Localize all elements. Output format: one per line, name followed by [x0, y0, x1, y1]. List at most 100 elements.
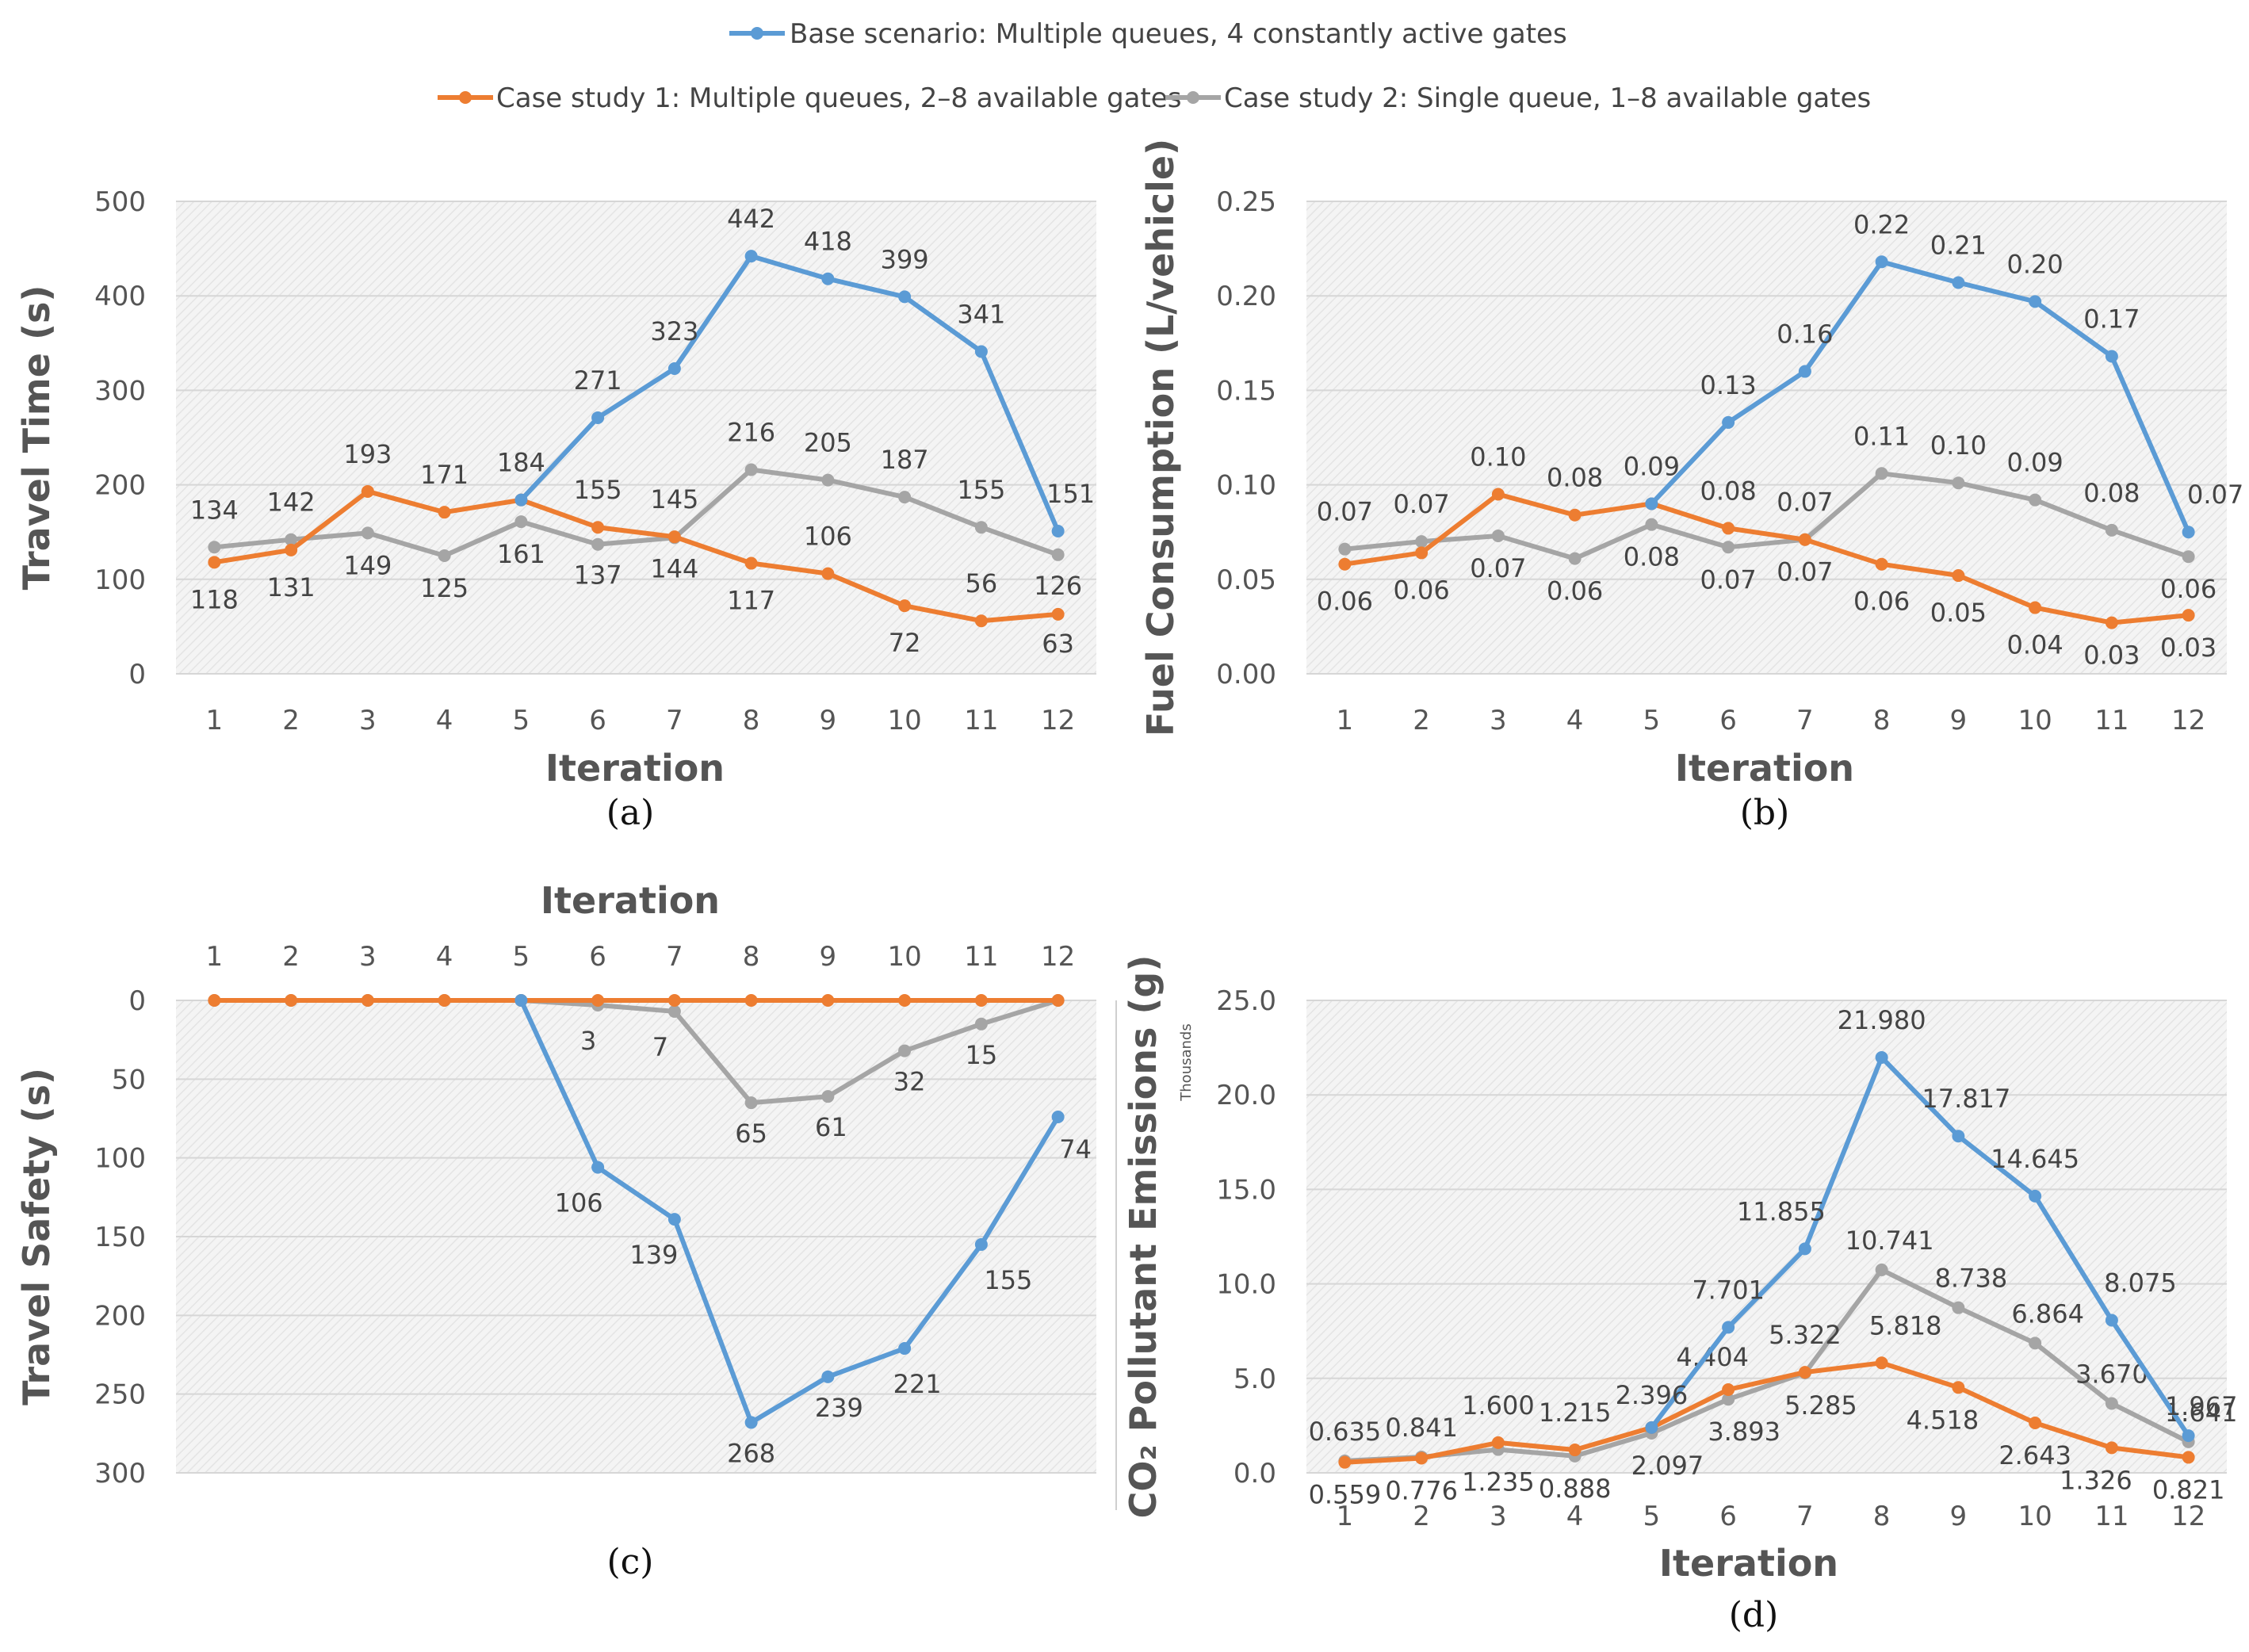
- data-point[interactable]: [974, 1017, 988, 1031]
- data-point[interactable]: [1051, 525, 1065, 538]
- data-point[interactable]: [667, 530, 681, 544]
- data-point[interactable]: [2029, 1337, 2042, 1350]
- data-point[interactable]: [2105, 616, 2118, 629]
- data-point[interactable]: [1952, 476, 1965, 490]
- data-point[interactable]: [285, 543, 298, 556]
- data-point[interactable]: [744, 994, 758, 1007]
- data-point[interactable]: [1645, 1421, 1658, 1434]
- legend-item-case1[interactable]: Case study 1: Multiple queues, 2–8 avail…: [438, 82, 1181, 114]
- data-point[interactable]: [821, 1090, 835, 1103]
- legend-item-base[interactable]: Base scenario: Multiple queues, 4 consta…: [729, 18, 1567, 50]
- data-point[interactable]: [1338, 1455, 1352, 1469]
- data-point[interactable]: [208, 994, 221, 1007]
- data-point[interactable]: [2029, 1416, 2042, 1429]
- data-point[interactable]: [438, 994, 451, 1007]
- data-point[interactable]: [974, 1237, 988, 1251]
- data-point[interactable]: [2029, 295, 2042, 308]
- data-point[interactable]: [1875, 255, 1888, 269]
- data-point[interactable]: [2105, 1314, 2118, 1327]
- data-point[interactable]: [438, 506, 451, 519]
- data-point[interactable]: [974, 345, 988, 358]
- data-point[interactable]: [1722, 1393, 1735, 1406]
- data-point[interactable]: [667, 994, 681, 1007]
- data-point[interactable]: [361, 526, 374, 540]
- data-point[interactable]: [1051, 1111, 1065, 1124]
- data-point[interactable]: [591, 411, 605, 424]
- data-point[interactable]: [1645, 497, 1658, 511]
- data-point[interactable]: [285, 994, 298, 1007]
- data-point[interactable]: [1952, 569, 1965, 583]
- data-point[interactable]: [1798, 1366, 1811, 1379]
- data-point[interactable]: [1722, 1383, 1735, 1397]
- data-point[interactable]: [667, 1213, 681, 1226]
- data-point[interactable]: [1875, 557, 1888, 571]
- data-point[interactable]: [591, 1161, 605, 1174]
- data-point[interactable]: [2029, 601, 2042, 614]
- data-point[interactable]: [2182, 526, 2195, 539]
- data-point[interactable]: [1568, 552, 1582, 565]
- data-point[interactable]: [1798, 533, 1811, 546]
- data-point[interactable]: [744, 1416, 758, 1429]
- data-point[interactable]: [591, 537, 605, 551]
- data-point[interactable]: [361, 484, 374, 498]
- data-point[interactable]: [1051, 994, 1065, 1007]
- data-point[interactable]: [2182, 1429, 2195, 1443]
- data-point[interactable]: [1952, 1381, 1965, 1394]
- data-point[interactable]: [1415, 1451, 1429, 1465]
- data-point[interactable]: [821, 272, 835, 285]
- data-point[interactable]: [744, 556, 758, 570]
- data-point[interactable]: [898, 1044, 912, 1057]
- data-point[interactable]: [2105, 523, 2118, 537]
- data-point[interactable]: [2182, 609, 2195, 622]
- data-point[interactable]: [667, 361, 681, 375]
- data-point[interactable]: [1798, 365, 1811, 378]
- data-point[interactable]: [1338, 557, 1352, 571]
- data-point[interactable]: [821, 994, 835, 1007]
- data-point[interactable]: [1338, 542, 1352, 556]
- data-point[interactable]: [1645, 518, 1658, 531]
- data-point[interactable]: [1491, 488, 1505, 501]
- data-point[interactable]: [1875, 1356, 1888, 1370]
- data-point[interactable]: [667, 1004, 681, 1018]
- data-point[interactable]: [591, 521, 605, 534]
- data-point[interactable]: [1875, 467, 1888, 480]
- data-point[interactable]: [438, 549, 451, 562]
- data-point[interactable]: [744, 250, 758, 263]
- data-point[interactable]: [898, 290, 912, 304]
- data-point[interactable]: [898, 1342, 912, 1356]
- data-point[interactable]: [1415, 546, 1429, 560]
- data-point[interactable]: [1875, 1263, 1888, 1276]
- data-point[interactable]: [2105, 350, 2118, 363]
- data-point[interactable]: [1952, 1301, 1965, 1314]
- data-point[interactable]: [1491, 1436, 1505, 1449]
- data-point[interactable]: [1722, 1321, 1735, 1334]
- data-point[interactable]: [1415, 535, 1429, 549]
- data-point[interactable]: [1952, 1130, 1965, 1143]
- data-point[interactable]: [1722, 541, 1735, 554]
- data-point[interactable]: [514, 515, 528, 529]
- data-point[interactable]: [285, 533, 298, 546]
- data-point[interactable]: [974, 614, 988, 628]
- data-point[interactable]: [1491, 529, 1505, 542]
- data-point[interactable]: [744, 1096, 758, 1110]
- data-point[interactable]: [208, 541, 221, 554]
- data-point[interactable]: [898, 994, 912, 1007]
- data-point[interactable]: [361, 994, 374, 1007]
- data-point[interactable]: [1568, 1444, 1582, 1457]
- data-point[interactable]: [1051, 548, 1065, 561]
- data-point[interactable]: [1722, 415, 1735, 429]
- data-point[interactable]: [208, 556, 221, 569]
- data-point[interactable]: [821, 567, 835, 580]
- data-point[interactable]: [2105, 1397, 2118, 1410]
- data-point[interactable]: [898, 599, 912, 613]
- data-point[interactable]: [2029, 493, 2042, 507]
- data-point[interactable]: [2029, 1189, 2042, 1203]
- data-point[interactable]: [821, 473, 835, 487]
- data-point[interactable]: [1875, 1050, 1888, 1064]
- data-point[interactable]: [1722, 522, 1735, 535]
- data-point[interactable]: [514, 493, 528, 507]
- data-point[interactable]: [2182, 1451, 2195, 1464]
- data-point[interactable]: [1051, 607, 1065, 621]
- data-point[interactable]: [591, 994, 605, 1007]
- data-point[interactable]: [974, 521, 988, 534]
